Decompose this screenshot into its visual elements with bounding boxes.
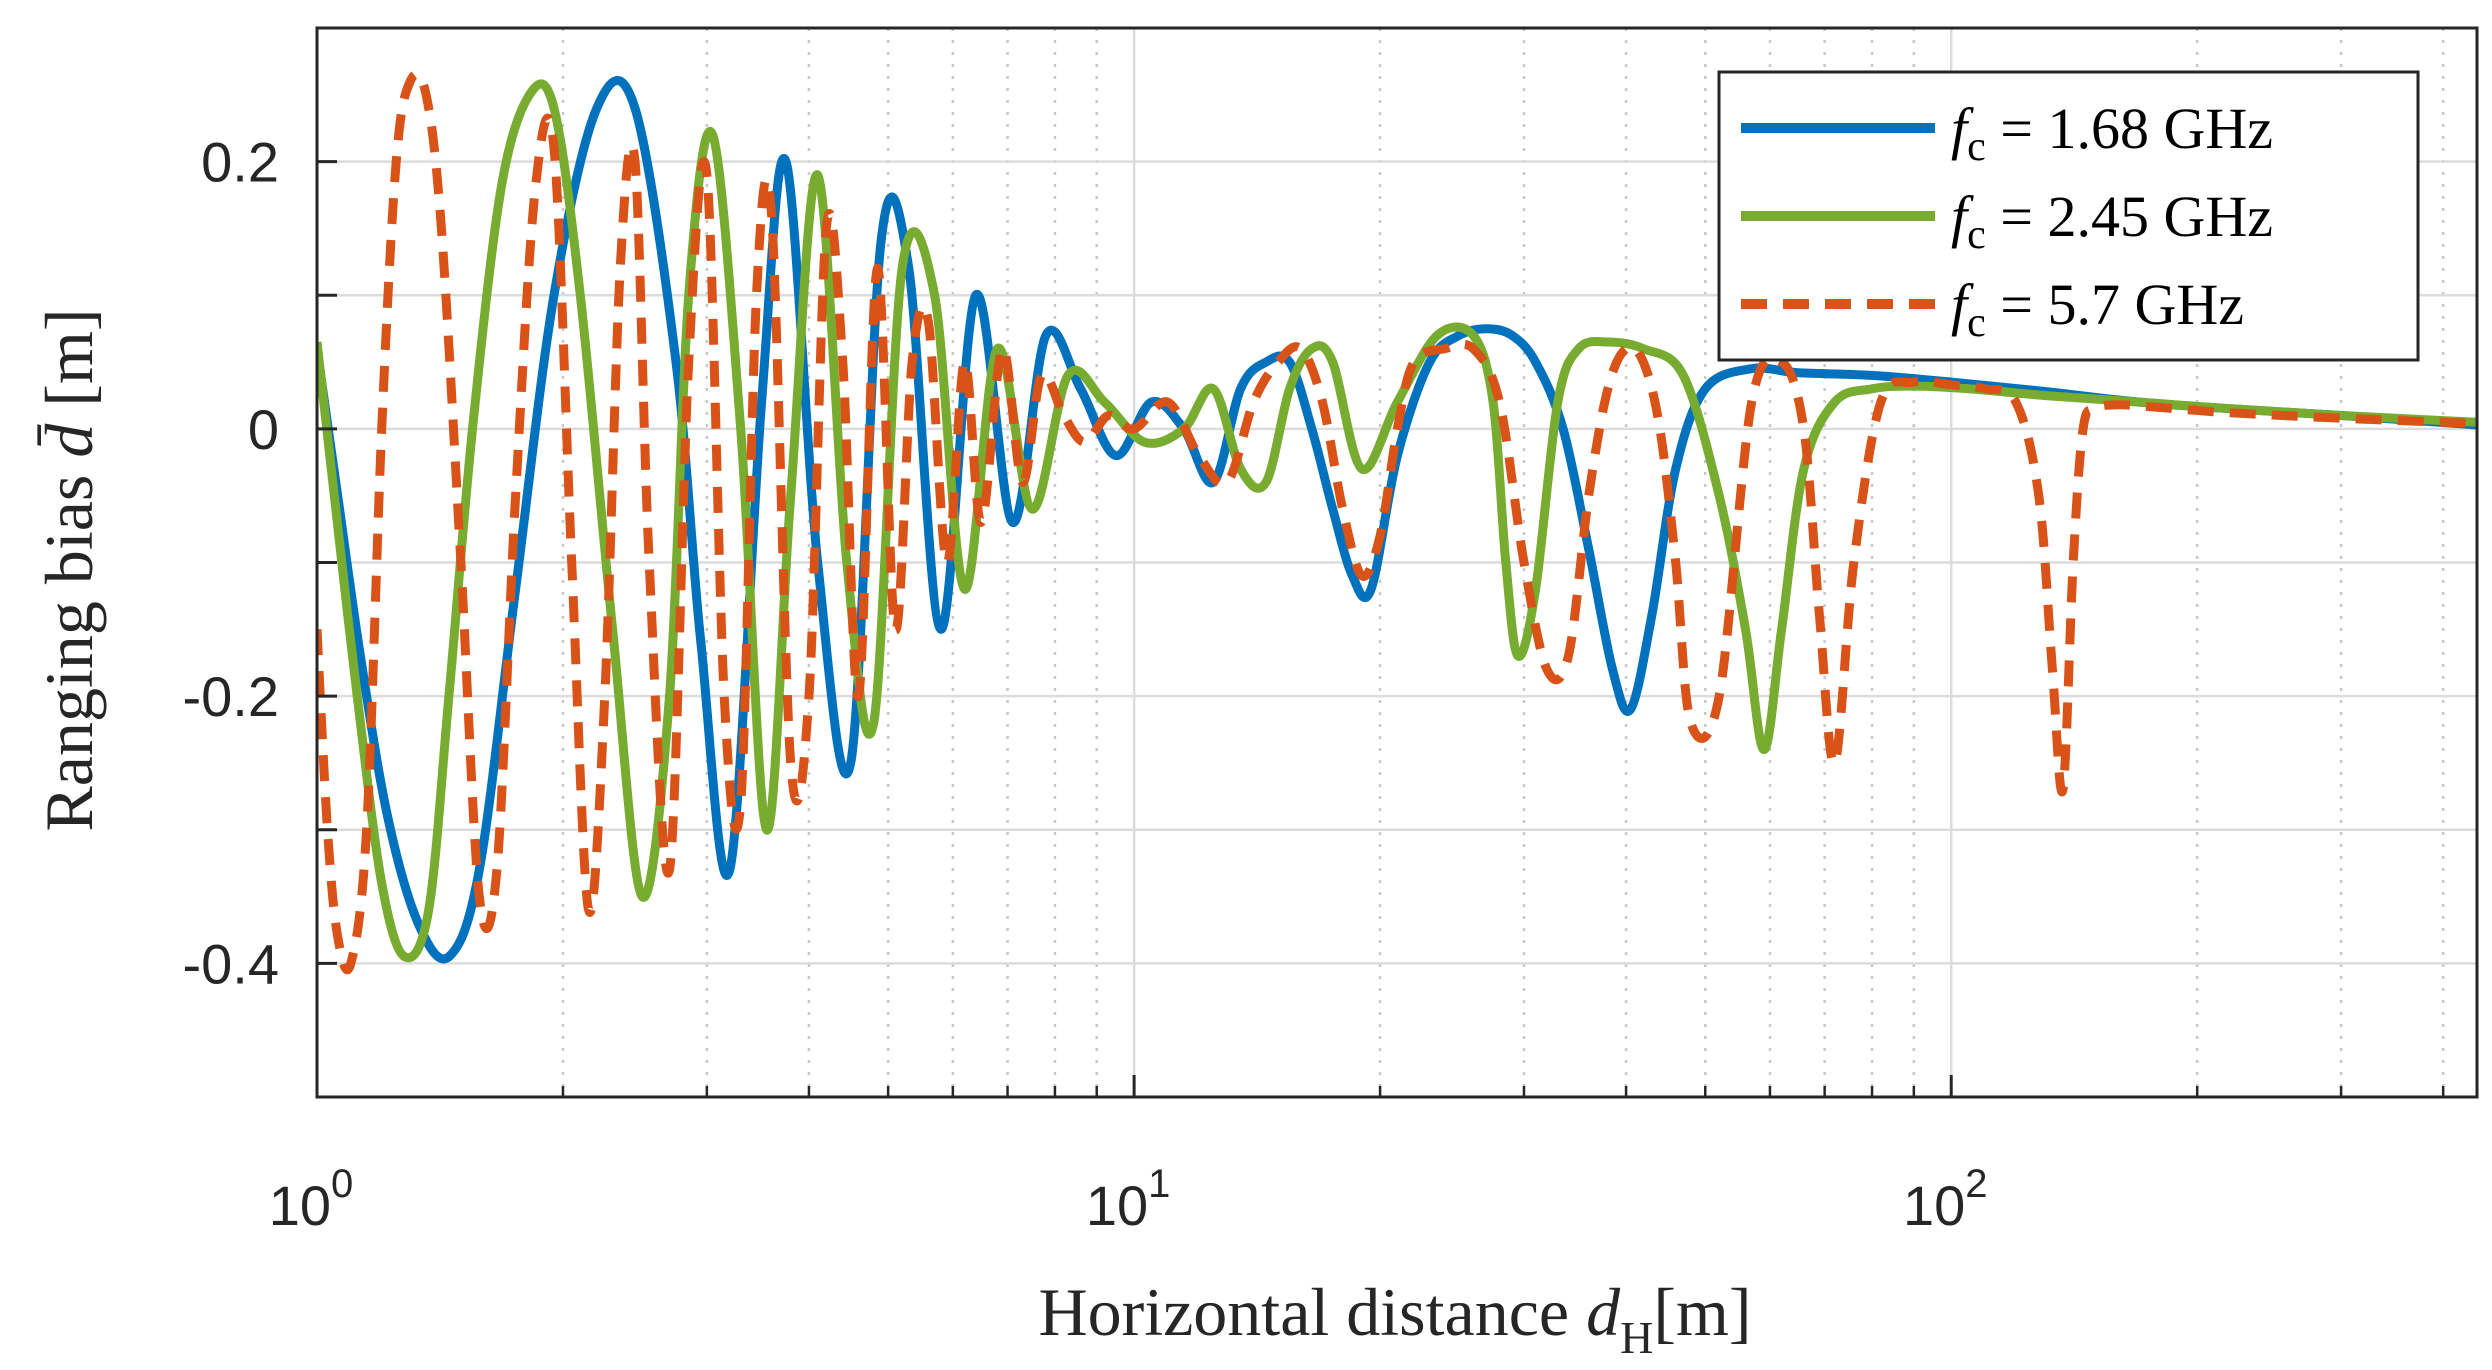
- x-tick-label: 102: [1903, 1162, 1988, 1237]
- x-axis-title-symbol: d: [1586, 1274, 1621, 1350]
- series-line-3: [317, 69, 2477, 975]
- y-tick-label: 0: [248, 398, 279, 461]
- x-tick-label-exponent: 1: [1148, 1162, 1170, 1206]
- x-tick-label: 100: [269, 1162, 354, 1237]
- x-tick-label-base: 10: [269, 1174, 331, 1237]
- legend-label-value: = 1.68 GHz: [1986, 96, 2273, 161]
- legend-label-subscript: c: [1967, 124, 1986, 170]
- y-axis-title-unit: [m]: [31, 308, 107, 423]
- y-tick-label: -0.4: [183, 932, 280, 995]
- legend: fc = 1.68 GHz fc = 2.45 GHz fc = 5.7 GHz: [1717, 70, 2420, 362]
- legend-label-subscript: c: [1967, 212, 1986, 258]
- x-tick-label-exponent: 2: [1965, 1162, 1987, 1206]
- legend-label-3: fc = 5.7 GHz: [1951, 272, 2244, 346]
- y-axis-title-symbol: d̄: [31, 423, 107, 458]
- x-tick-label: 101: [1086, 1162, 1171, 1237]
- y-axis-title: Ranging bias d̄ [m]: [31, 308, 107, 831]
- legend-label-2: fc = 2.45 GHz: [1951, 184, 2273, 258]
- x-tick-label-base: 10: [1903, 1174, 1965, 1237]
- x-axis-title-subscript: H: [1620, 1312, 1653, 1363]
- y-tick-label: 0.2: [201, 131, 279, 194]
- legend-label-subscript: c: [1967, 300, 1986, 346]
- legend-label-1: fc = 1.68 GHz: [1951, 96, 2273, 170]
- series-line-1: [317, 76, 2477, 964]
- x-axis-title-prefix: Horizontal distance: [1038, 1274, 1586, 1350]
- series-line-2: [317, 79, 2477, 963]
- legend-label-value: = 5.7 GHz: [1986, 272, 2244, 337]
- legend-label-value: = 2.45 GHz: [1986, 184, 2273, 249]
- x-tick-label-exponent: 0: [331, 1162, 353, 1206]
- x-axis-title: Horizontal distance dH[m]: [1038, 1274, 1751, 1363]
- plot-area: [317, 69, 2477, 975]
- y-tick-label: -0.2: [183, 665, 280, 728]
- x-axis-title-unit: [m]: [1653, 1274, 1751, 1350]
- y-axis-title-prefix: Ranging bias: [31, 458, 107, 832]
- x-tick-label-base: 10: [1086, 1174, 1148, 1237]
